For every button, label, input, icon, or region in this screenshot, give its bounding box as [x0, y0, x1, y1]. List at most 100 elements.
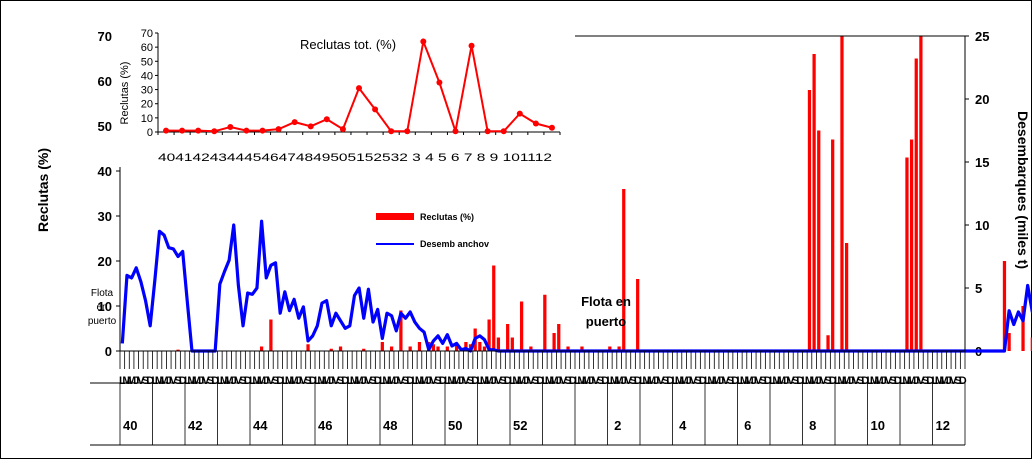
day-label: S — [889, 375, 896, 387]
day-label: S — [662, 375, 669, 387]
day-label: J — [718, 375, 724, 387]
recruit-bar — [478, 342, 482, 351]
inset-y-tick-label: 20 — [141, 99, 153, 111]
recruit-bar — [464, 342, 468, 351]
recruit-bar — [1002, 261, 1007, 351]
day-label: D — [959, 375, 967, 387]
inset-point — [388, 128, 395, 135]
day-label: V — [332, 375, 340, 387]
day-label: L — [281, 375, 288, 387]
legend-label-reclutas: Reclutas (%) — [420, 212, 474, 222]
inset-point — [500, 128, 507, 135]
day-label: J — [588, 375, 594, 387]
day-label: J — [263, 375, 269, 387]
day-label: M — [902, 375, 911, 387]
inset-point — [307, 123, 314, 130]
day-label: M — [447, 375, 456, 387]
day-label: L — [931, 375, 938, 387]
inset-point — [356, 85, 362, 92]
day-label: S — [467, 375, 474, 387]
recruit-bar — [617, 346, 621, 351]
inset-point — [404, 128, 411, 135]
day-label: M — [420, 375, 429, 387]
annotation-line: Flota — [91, 288, 114, 299]
day-label: M — [387, 375, 396, 387]
recruit-bar — [506, 324, 510, 351]
day-label: L — [899, 375, 906, 387]
day-label: M — [740, 375, 749, 387]
annotation-line: Flota en — [581, 294, 631, 309]
day-label: M — [615, 375, 624, 387]
day-label: D — [894, 375, 902, 387]
y-right-tick-label: 10 — [975, 218, 989, 233]
recruit-bar — [831, 139, 835, 351]
day-label: M — [842, 375, 851, 387]
inset-y-title: Reclutas (%) — [119, 62, 131, 125]
y-left-tick-label: 10 — [98, 299, 112, 314]
day-label: S — [499, 375, 506, 387]
day-label: M — [935, 375, 944, 387]
inset-title: Reclutas tot. (%) — [300, 37, 396, 52]
day-label: J — [686, 375, 692, 387]
day-label: S — [207, 375, 214, 387]
y-axis-right-title: Desembarques (miles t) — [1015, 111, 1031, 269]
annotation-line: puerto — [586, 314, 627, 329]
day-label: S — [142, 375, 149, 387]
day-label: V — [300, 375, 308, 387]
day-label: M — [350, 375, 359, 387]
y-left-tick-label: 0 — [105, 344, 112, 359]
inset-background — [115, 19, 575, 167]
day-label: D — [504, 375, 512, 387]
recruit-bar — [580, 346, 584, 351]
week-label: 44 — [253, 418, 268, 433]
day-label: M — [225, 375, 234, 387]
day-label: D — [536, 375, 544, 387]
day-label: J — [458, 375, 464, 387]
week-label: 6 — [744, 418, 751, 433]
annotation-flota-small: Flota en puerto — [88, 288, 117, 327]
y-right-tick-label: 15 — [975, 155, 989, 170]
day-label: D — [244, 375, 252, 387]
day-label: S — [629, 375, 636, 387]
recruit-bar — [259, 346, 264, 351]
day-label: M — [187, 375, 196, 387]
inset-point — [484, 128, 491, 135]
day-label: D — [764, 375, 772, 387]
recruit-bar — [552, 333, 556, 351]
inset-point — [420, 38, 427, 45]
recruit-bar — [905, 157, 909, 351]
recruit-bar — [543, 294, 547, 351]
inset-point — [548, 124, 555, 131]
day-label: L — [476, 375, 483, 387]
day-label: M — [355, 375, 364, 387]
day-label: M — [810, 375, 819, 387]
week-label: 42 — [188, 418, 202, 433]
day-label: J — [491, 375, 497, 387]
day-label: L — [736, 375, 743, 387]
day-label: M — [545, 375, 554, 387]
day-label: V — [950, 375, 958, 387]
day-label: S — [759, 375, 766, 387]
day-label: M — [675, 375, 684, 387]
recruit-bar — [812, 54, 816, 351]
recruit-bar — [529, 346, 533, 351]
day-label: D — [569, 375, 577, 387]
day-label: J — [751, 375, 757, 387]
day-label: D — [341, 375, 349, 387]
day-label: S — [402, 375, 409, 387]
day-label: L — [249, 375, 256, 387]
recruit-bar — [840, 36, 844, 351]
x-axis-weeks: 40 42 44 46 48 50 52 2 4 6 8 10 12 — [90, 382, 966, 446]
inset-y-tick-label: 50 — [141, 56, 153, 68]
day-label: V — [625, 375, 633, 387]
day-label: L — [346, 375, 353, 387]
inset-point — [243, 127, 250, 134]
recruit-bar — [566, 346, 570, 351]
y-right-tick-label: 25 — [975, 29, 989, 44]
recruit-bar — [417, 342, 422, 351]
day-label: M — [160, 375, 169, 387]
day-label: S — [434, 375, 441, 387]
recruit-bar — [431, 344, 436, 351]
day-label: D — [309, 375, 317, 387]
